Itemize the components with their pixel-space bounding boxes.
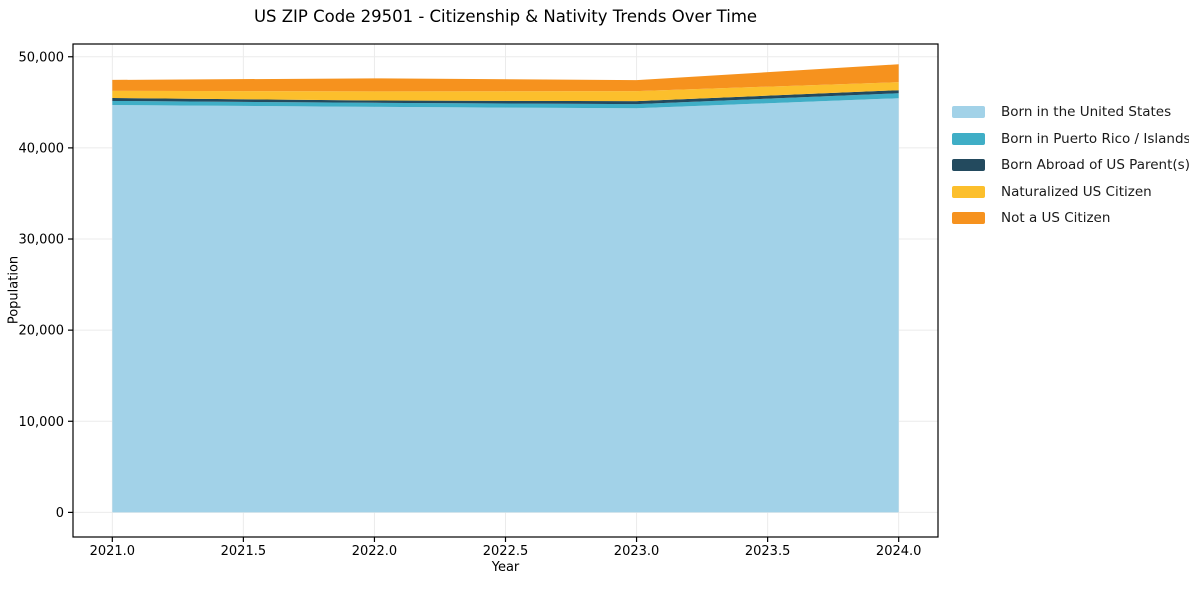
legend-label: Born in the United States bbox=[1001, 104, 1172, 120]
legend-swatch bbox=[952, 159, 985, 171]
area-not-a-us-citizen bbox=[112, 64, 899, 92]
legend-label: Born in Puerto Rico / Islands bbox=[1001, 130, 1189, 147]
y-tick-label: 0 bbox=[56, 506, 64, 521]
legend-label: Naturalized US Citizen bbox=[1001, 183, 1152, 200]
area-born-abroad-of-us-parent-s bbox=[112, 90, 899, 105]
y-tick-label: 50,000 bbox=[19, 50, 65, 65]
x-tick-label: 2022.0 bbox=[352, 544, 398, 559]
legend-label: Born Abroad of US Parent(s) bbox=[1001, 157, 1189, 173]
legend-swatch bbox=[952, 185, 985, 198]
area-naturalized-us-citizen bbox=[112, 82, 899, 102]
x-tick-label: 2023.5 bbox=[745, 544, 791, 559]
legend: Born in the United States Born in Puerto … bbox=[952, 104, 1189, 226]
x-tick-label: 2024.0 bbox=[876, 544, 922, 559]
legend-swatch bbox=[952, 212, 985, 224]
legend-swatch bbox=[952, 132, 985, 145]
legend-item: Born Abroad of US Parent(s) bbox=[952, 157, 1189, 173]
legend-item: Not a US Citizen bbox=[952, 210, 1189, 226]
chart-title: US ZIP Code 29501 - Citizenship & Nativi… bbox=[253, 7, 758, 26]
x-axis-label: Year bbox=[491, 560, 520, 575]
x-tick-label: 2022.5 bbox=[483, 544, 529, 559]
x-tick-label: 2021.5 bbox=[221, 544, 267, 559]
legend-label: Not a US Citizen bbox=[1001, 210, 1111, 226]
x-tick-label: 2023.0 bbox=[614, 544, 660, 559]
x-tick-label: 2021.0 bbox=[90, 544, 136, 559]
area-born-in-puerto-rico-islands bbox=[112, 93, 899, 109]
y-tick-label: 20,000 bbox=[19, 324, 65, 339]
area-born-in-the-united-states bbox=[112, 98, 899, 513]
legend-item: Naturalized US Citizen bbox=[952, 184, 1189, 200]
y-tick-label: 10,000 bbox=[19, 415, 65, 430]
legend-item: Born in the United States bbox=[952, 104, 1189, 120]
legend-swatch bbox=[952, 106, 985, 118]
y-tick-label: 30,000 bbox=[19, 233, 65, 248]
y-axis-label: Population bbox=[6, 255, 22, 325]
legend-item: Born in Puerto Rico / Islands bbox=[952, 131, 1189, 147]
y-tick-label: 40,000 bbox=[19, 141, 65, 156]
